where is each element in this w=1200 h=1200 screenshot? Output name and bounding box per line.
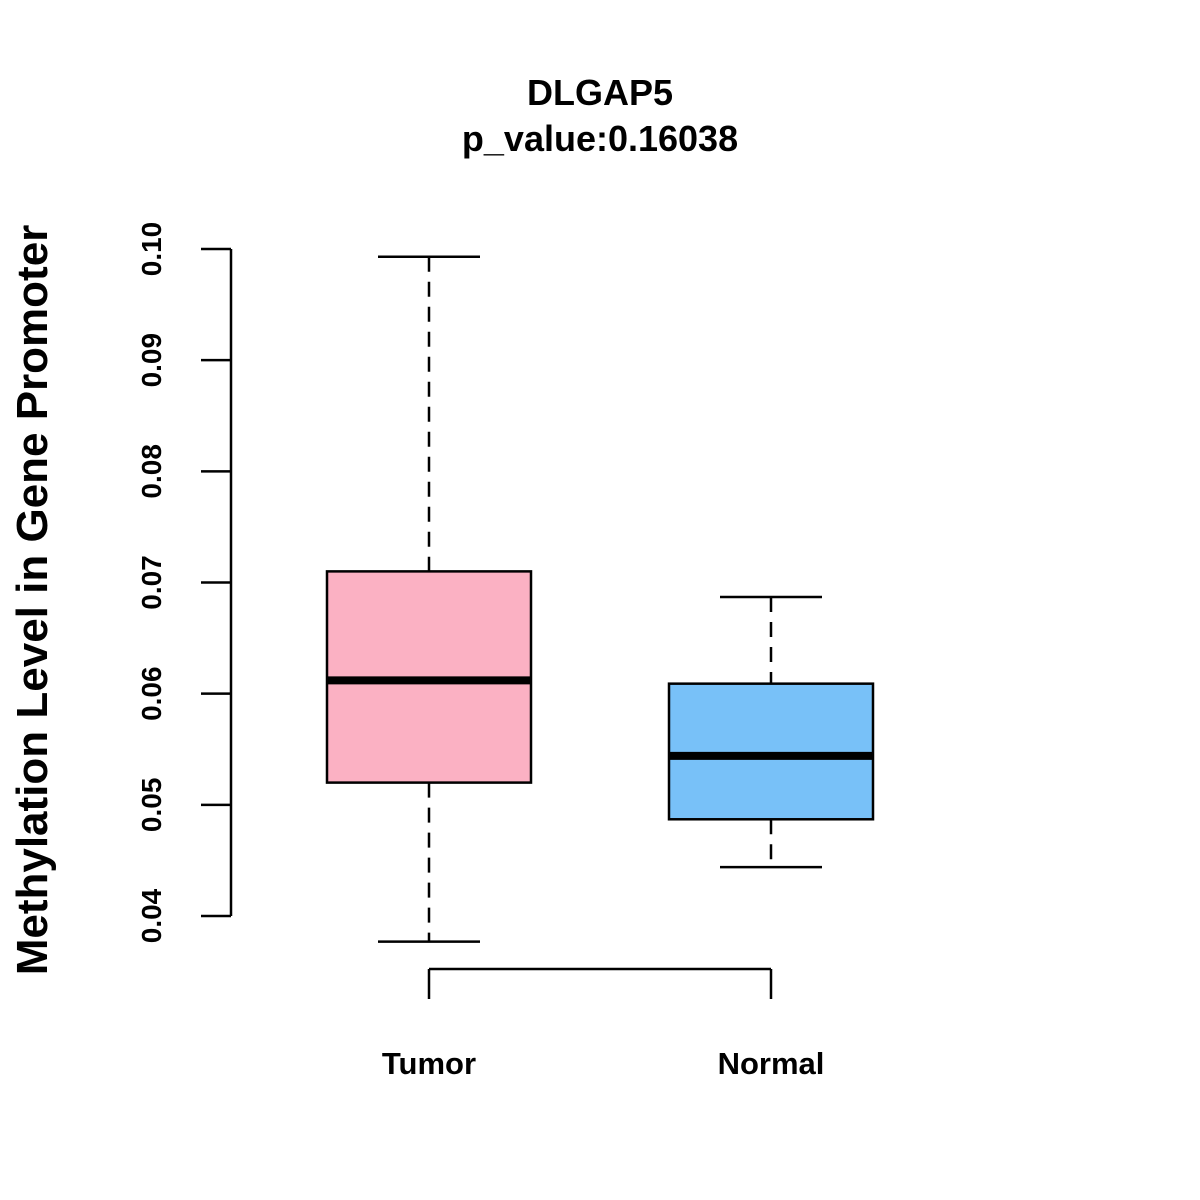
- chart-title: DLGAP5: [527, 72, 673, 113]
- box-group-tumor: [325, 255, 533, 943]
- y-axis-label: Methylation Level in Gene Promoter: [8, 225, 57, 976]
- y-tick-label: 0.05: [136, 778, 167, 833]
- y-tick-label: 0.09: [136, 333, 167, 388]
- x-tick-label: Normal: [718, 1046, 825, 1081]
- y-tick-label: 0.04: [136, 888, 167, 943]
- x-axis: Tumor Normal: [382, 967, 825, 1081]
- y-tick-label: 0.06: [136, 666, 167, 721]
- x-tick-label: Tumor: [382, 1046, 476, 1081]
- y-tick-label: 0.08: [136, 444, 167, 499]
- y-tick-label: 0.10: [136, 222, 167, 277]
- chart-subtitle: p_value:0.16038: [462, 118, 738, 159]
- boxes: [325, 255, 875, 943]
- y-axis: 0.04 0.05 0.06 0.07 0.08 0.09 0.10: [136, 222, 233, 943]
- box-group-normal: [667, 595, 875, 869]
- box-iqr: [667, 682, 875, 821]
- y-tick-label: 0.07: [136, 555, 167, 610]
